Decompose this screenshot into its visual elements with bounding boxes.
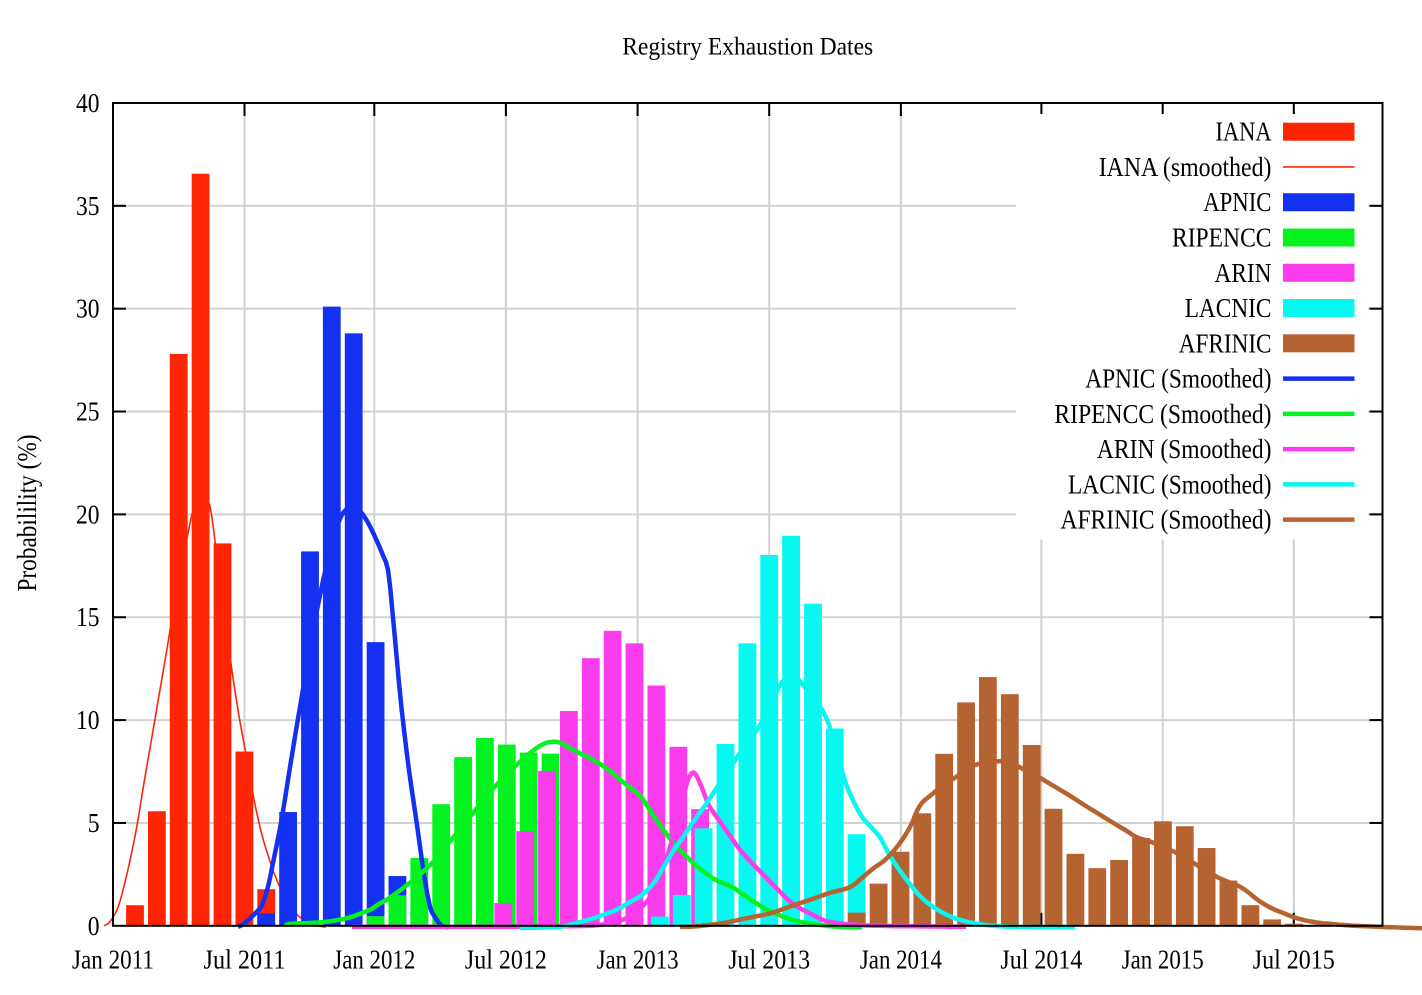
svg-text:AFRINIC (Smoothed): AFRINIC (Smoothed) [1061, 505, 1272, 535]
svg-text:ARIN (Smoothed): ARIN (Smoothed) [1097, 434, 1272, 464]
svg-text:Jan 2015: Jan 2015 [1122, 945, 1204, 975]
svg-text:IANA: IANA [1216, 117, 1272, 147]
svg-text:30: 30 [76, 294, 100, 324]
svg-text:20: 20 [76, 499, 100, 529]
svg-text:Jan 2013: Jan 2013 [597, 945, 679, 975]
svg-text:Jul 2015: Jul 2015 [1253, 945, 1335, 975]
svg-text:Jul 2014: Jul 2014 [1000, 945, 1082, 975]
svg-text:AFRINIC: AFRINIC [1179, 328, 1272, 358]
svg-text:APNIC (Smoothed): APNIC (Smoothed) [1085, 364, 1271, 394]
svg-text:Jul 2012: Jul 2012 [465, 945, 547, 975]
svg-text:Jan 2012: Jan 2012 [333, 945, 415, 975]
svg-text:Jan 2011: Jan 2011 [72, 945, 154, 975]
svg-text:Jul 2013: Jul 2013 [728, 945, 810, 975]
svg-text:5: 5 [88, 808, 100, 838]
svg-text:Probabilility (%): Probabilility (%) [12, 435, 42, 592]
svg-text:RIPENCC (Smoothed): RIPENCC (Smoothed) [1054, 399, 1271, 429]
svg-text:LACNIC (Smoothed): LACNIC (Smoothed) [1068, 469, 1272, 499]
svg-text:Registry Exhaustion Dates: Registry Exhaustion Dates [622, 32, 873, 61]
svg-text:0: 0 [88, 911, 100, 941]
svg-text:35: 35 [76, 191, 100, 221]
svg-text:RIPENCC: RIPENCC [1172, 223, 1272, 253]
svg-text:40: 40 [76, 88, 100, 118]
svg-text:15: 15 [76, 602, 100, 632]
svg-text:ARIN: ARIN [1215, 258, 1272, 288]
svg-text:APNIC: APNIC [1203, 187, 1271, 217]
svg-text:10: 10 [76, 705, 100, 735]
svg-text:LACNIC: LACNIC [1185, 293, 1272, 323]
svg-text:Jan 2014: Jan 2014 [860, 945, 942, 975]
svg-text:25: 25 [76, 397, 100, 427]
svg-text:Jul 2011: Jul 2011 [204, 945, 286, 975]
svg-text:IANA (smoothed): IANA (smoothed) [1099, 152, 1272, 182]
